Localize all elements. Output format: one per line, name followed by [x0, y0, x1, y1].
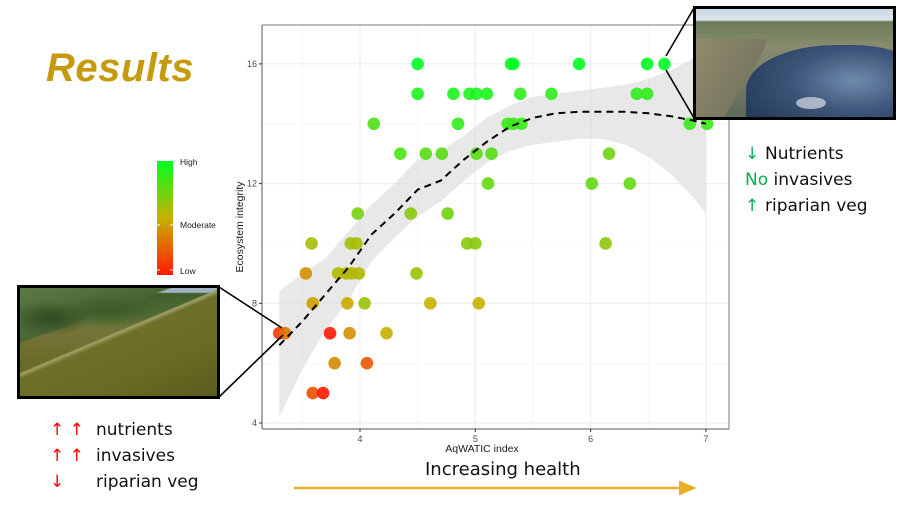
note-nutrients-up: ↑ ↑ nutrients — [50, 417, 199, 443]
down-arrow-icon: ↓ — [50, 472, 65, 492]
data-point — [424, 297, 437, 310]
data-point — [572, 57, 586, 71]
y-tick-label: 4 — [252, 418, 257, 428]
colorbar-legend: High Moderate Low — [157, 157, 216, 276]
y-tick-label: 16 — [247, 59, 257, 69]
data-point — [658, 57, 671, 71]
data-point — [305, 237, 318, 250]
confidence-band — [279, 48, 706, 418]
data-point — [599, 237, 612, 250]
data-point — [435, 147, 449, 160]
increasing-health-label: Increasing health — [425, 459, 581, 480]
data-point — [640, 57, 654, 71]
data-point — [630, 87, 644, 101]
note-invasives-up: ↑ ↑ invasives — [50, 443, 199, 469]
note-no-invasives: No invasives — [745, 170, 853, 190]
note-riparian-down: ↓ riparian veg — [50, 469, 199, 495]
x-tick-label: 4 — [358, 434, 363, 444]
data-point — [640, 87, 654, 101]
data-point — [480, 87, 494, 101]
data-point — [404, 207, 418, 220]
data-point — [394, 147, 407, 160]
y-axis-title: Ecosystem integrity — [234, 181, 246, 273]
data-point — [328, 356, 341, 370]
trend-line-layer — [278, 110, 707, 346]
data-point — [470, 147, 483, 160]
trend-line — [278, 110, 707, 346]
data-point — [341, 297, 354, 310]
data-point — [472, 297, 486, 310]
data-point — [419, 147, 433, 160]
data-point — [358, 297, 371, 310]
colorbar — [157, 161, 173, 275]
data-point — [411, 57, 424, 71]
data-point — [469, 237, 482, 250]
data-points — [272, 57, 714, 400]
data-point — [323, 326, 337, 340]
x-tick-label: 7 — [703, 434, 708, 444]
connector-right-bottom — [665, 69, 695, 119]
connector-right-top — [665, 7, 695, 57]
data-point — [447, 87, 460, 101]
legend-label-moderate: Moderate — [180, 220, 216, 230]
slide-title: Results — [46, 46, 194, 90]
data-point — [451, 117, 465, 131]
data-point — [352, 267, 366, 280]
confidence-band-area — [279, 48, 706, 418]
double-up-arrow-icon: ↑ ↑ — [50, 420, 84, 440]
data-point — [410, 267, 423, 280]
data-point — [585, 177, 599, 190]
data-point — [351, 207, 365, 220]
data-point — [545, 87, 558, 101]
double-up-arrow-icon: ↑ ↑ — [50, 446, 84, 466]
data-point — [343, 326, 356, 340]
data-point — [602, 147, 616, 160]
y-tick-label: 8 — [252, 298, 257, 308]
data-point — [367, 117, 381, 131]
x-axis-title: AqWATIC index — [445, 443, 519, 455]
data-point — [350, 237, 363, 250]
no-label: No — [745, 170, 769, 190]
up-arrow-icon: ↑ — [745, 196, 760, 216]
data-point — [441, 207, 454, 220]
x-tick-label: 6 — [588, 434, 593, 444]
data-point — [470, 87, 483, 101]
data-point — [380, 326, 393, 340]
healthy-site-notes: ↓ Nutrients No invasives ↑ riparian veg — [745, 141, 868, 219]
data-point — [411, 87, 424, 101]
data-point — [507, 57, 520, 71]
data-point — [306, 386, 320, 400]
data-point — [623, 177, 637, 190]
data-point — [316, 386, 330, 400]
data-point — [485, 147, 498, 160]
down-arrow-icon: ↓ — [745, 144, 760, 164]
data-point — [299, 267, 313, 280]
note-riparian-up: ↑ riparian veg — [745, 193, 868, 219]
aerial-photo-eutrophic-lake — [17, 285, 220, 399]
data-point — [360, 356, 374, 370]
legend-label-low: Low — [180, 266, 196, 276]
data-point — [481, 177, 495, 190]
y-tick-label: 12 — [247, 179, 257, 189]
connector-left-bottom — [218, 334, 284, 398]
aerial-photo-healthy-wetland — [693, 6, 896, 120]
data-point — [700, 117, 714, 131]
legend-label-high: High — [180, 157, 198, 167]
data-point — [513, 87, 527, 101]
x-tick-label: 5 — [473, 434, 478, 444]
note-nutrients-down: ↓ Nutrients — [745, 141, 868, 167]
connector-left-top — [218, 286, 283, 329]
degraded-site-notes: ↑ ↑ nutrients ↑ ↑ invasives ↓ riparian veg — [50, 417, 199, 495]
